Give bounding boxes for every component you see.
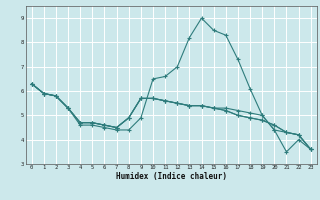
X-axis label: Humidex (Indice chaleur): Humidex (Indice chaleur)	[116, 172, 227, 181]
